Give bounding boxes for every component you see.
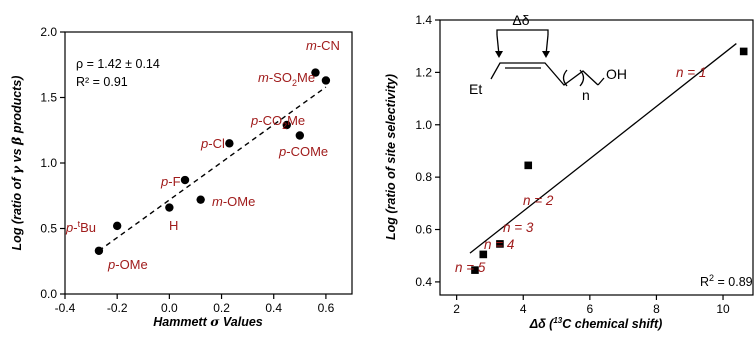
right-x-axis-label: Δδ (13C chemical shift) [529,316,663,331]
delta-label: Δδ [512,12,529,28]
paren-left [562,69,568,87]
y-tick-label: 1.0 [40,156,57,170]
label-n5: n = 5 [455,260,486,275]
label-h: H [169,218,178,233]
molecule-structure [490,29,605,87]
et-label: Et [469,81,482,97]
data-point [739,47,748,56]
data-point [282,120,291,130]
right-y-axis-label: Log (ratio of site selectivity) [384,74,398,240]
arrowhead-left [495,51,503,58]
label-p-come: p-COMe [278,144,328,159]
left-rho-annotation: ρ = 1.42 ± 0.14 [76,57,160,71]
y-tick-label: 0.6 [415,223,432,237]
label-p-f: p-F [160,174,181,189]
label-n4: n = 4 [484,237,514,252]
x-tick-label: 6 [586,302,593,316]
x-tick-label: 8 [653,302,660,316]
label-p-cl: p-Cl [200,136,225,151]
left-r2-annotation: R² = 0.91 [76,75,128,89]
data-point [112,221,122,231]
left-x-axis-label: Hammett σ Values [153,314,263,329]
left-y-axis-label: Log (ratio of γ vs β products) [9,76,24,251]
x-tick-label: -0.4 [55,301,76,315]
hammett-plot: -0.4 -0.2 0.0 0.2 0.4 0.6 0.0 0.5 1.0 1.5 2.0 ρ = … [9,25,353,329]
y-tick-label: 1.0 [415,118,432,132]
label-n1: n = 1 [676,65,706,80]
x-tick-label: 0.6 [318,301,335,315]
label-p-co2me: p-CO2Me [250,113,305,131]
delta-bracket [496,29,549,35]
left-fit-line [98,86,327,252]
label-m-ome: m-OMe [212,194,255,209]
label-m-so2me: m-SO2Me [258,70,315,88]
right-fit-line [469,43,737,254]
label-n3: n = 3 [503,220,534,235]
arrowhead-right [542,51,550,58]
x-tick-label: 0.4 [265,301,282,315]
y-tick-label: 0.5 [40,222,57,236]
data-point [471,266,479,274]
y-tick-label: 0.4 [415,275,432,289]
data-point [295,131,305,140]
data-point [524,161,533,170]
data-point [94,246,104,255]
carbon-chain [490,62,599,86]
x-tick-label: 0.2 [213,301,230,315]
label-p-tbu: p-tBu [65,219,96,235]
right-r2-annotation: R2 = 0.89 [700,273,753,289]
chemical-shift-plot: 2 4 6 8 10 0.4 0.6 0.8 1.0 1.2 1.4 n = 1 n = 2 n =… [384,12,754,331]
y-tick-label: 0.0 [40,287,57,301]
data-point [165,203,174,212]
oh-label: OH [606,66,627,82]
x-tick-label: -0.2 [107,301,128,315]
right-plot-frame [439,19,754,296]
data-point [225,139,234,148]
y-tick-label: 1.5 [40,91,57,105]
data-point [180,175,190,185]
left-ticks: -0.4 -0.2 0.0 0.2 0.4 0.6 0.0 0.5 1.0 1.5 2.0 [40,25,334,315]
oh-bond [597,77,605,86]
y-tick-label: 0.8 [415,170,432,184]
data-point [496,240,504,248]
x-tick-label: 10 [716,302,730,316]
paren-right [579,69,585,87]
data-point [311,68,320,77]
y-tick-label: 1.2 [415,65,432,79]
y-tick-label: 1.4 [415,13,432,27]
x-tick-label: 4 [520,302,527,316]
right-ticks: 2 4 6 8 10 0.4 0.6 0.8 1.0 1.2 1.4 [415,13,730,316]
x-tick-label: 0.0 [161,301,178,315]
y-tick-label: 2.0 [40,25,57,39]
data-point [196,195,205,204]
label-p-ome: p-OMe [107,257,148,272]
data-point [479,250,488,259]
label-m-cn: m-CN [306,38,340,53]
n-subscript: n [582,87,590,103]
label-n2: n = 2 [523,193,554,208]
x-tick-label: 2 [453,302,460,316]
left-points [94,68,331,255]
right-points [471,47,748,274]
data-point [321,76,331,85]
